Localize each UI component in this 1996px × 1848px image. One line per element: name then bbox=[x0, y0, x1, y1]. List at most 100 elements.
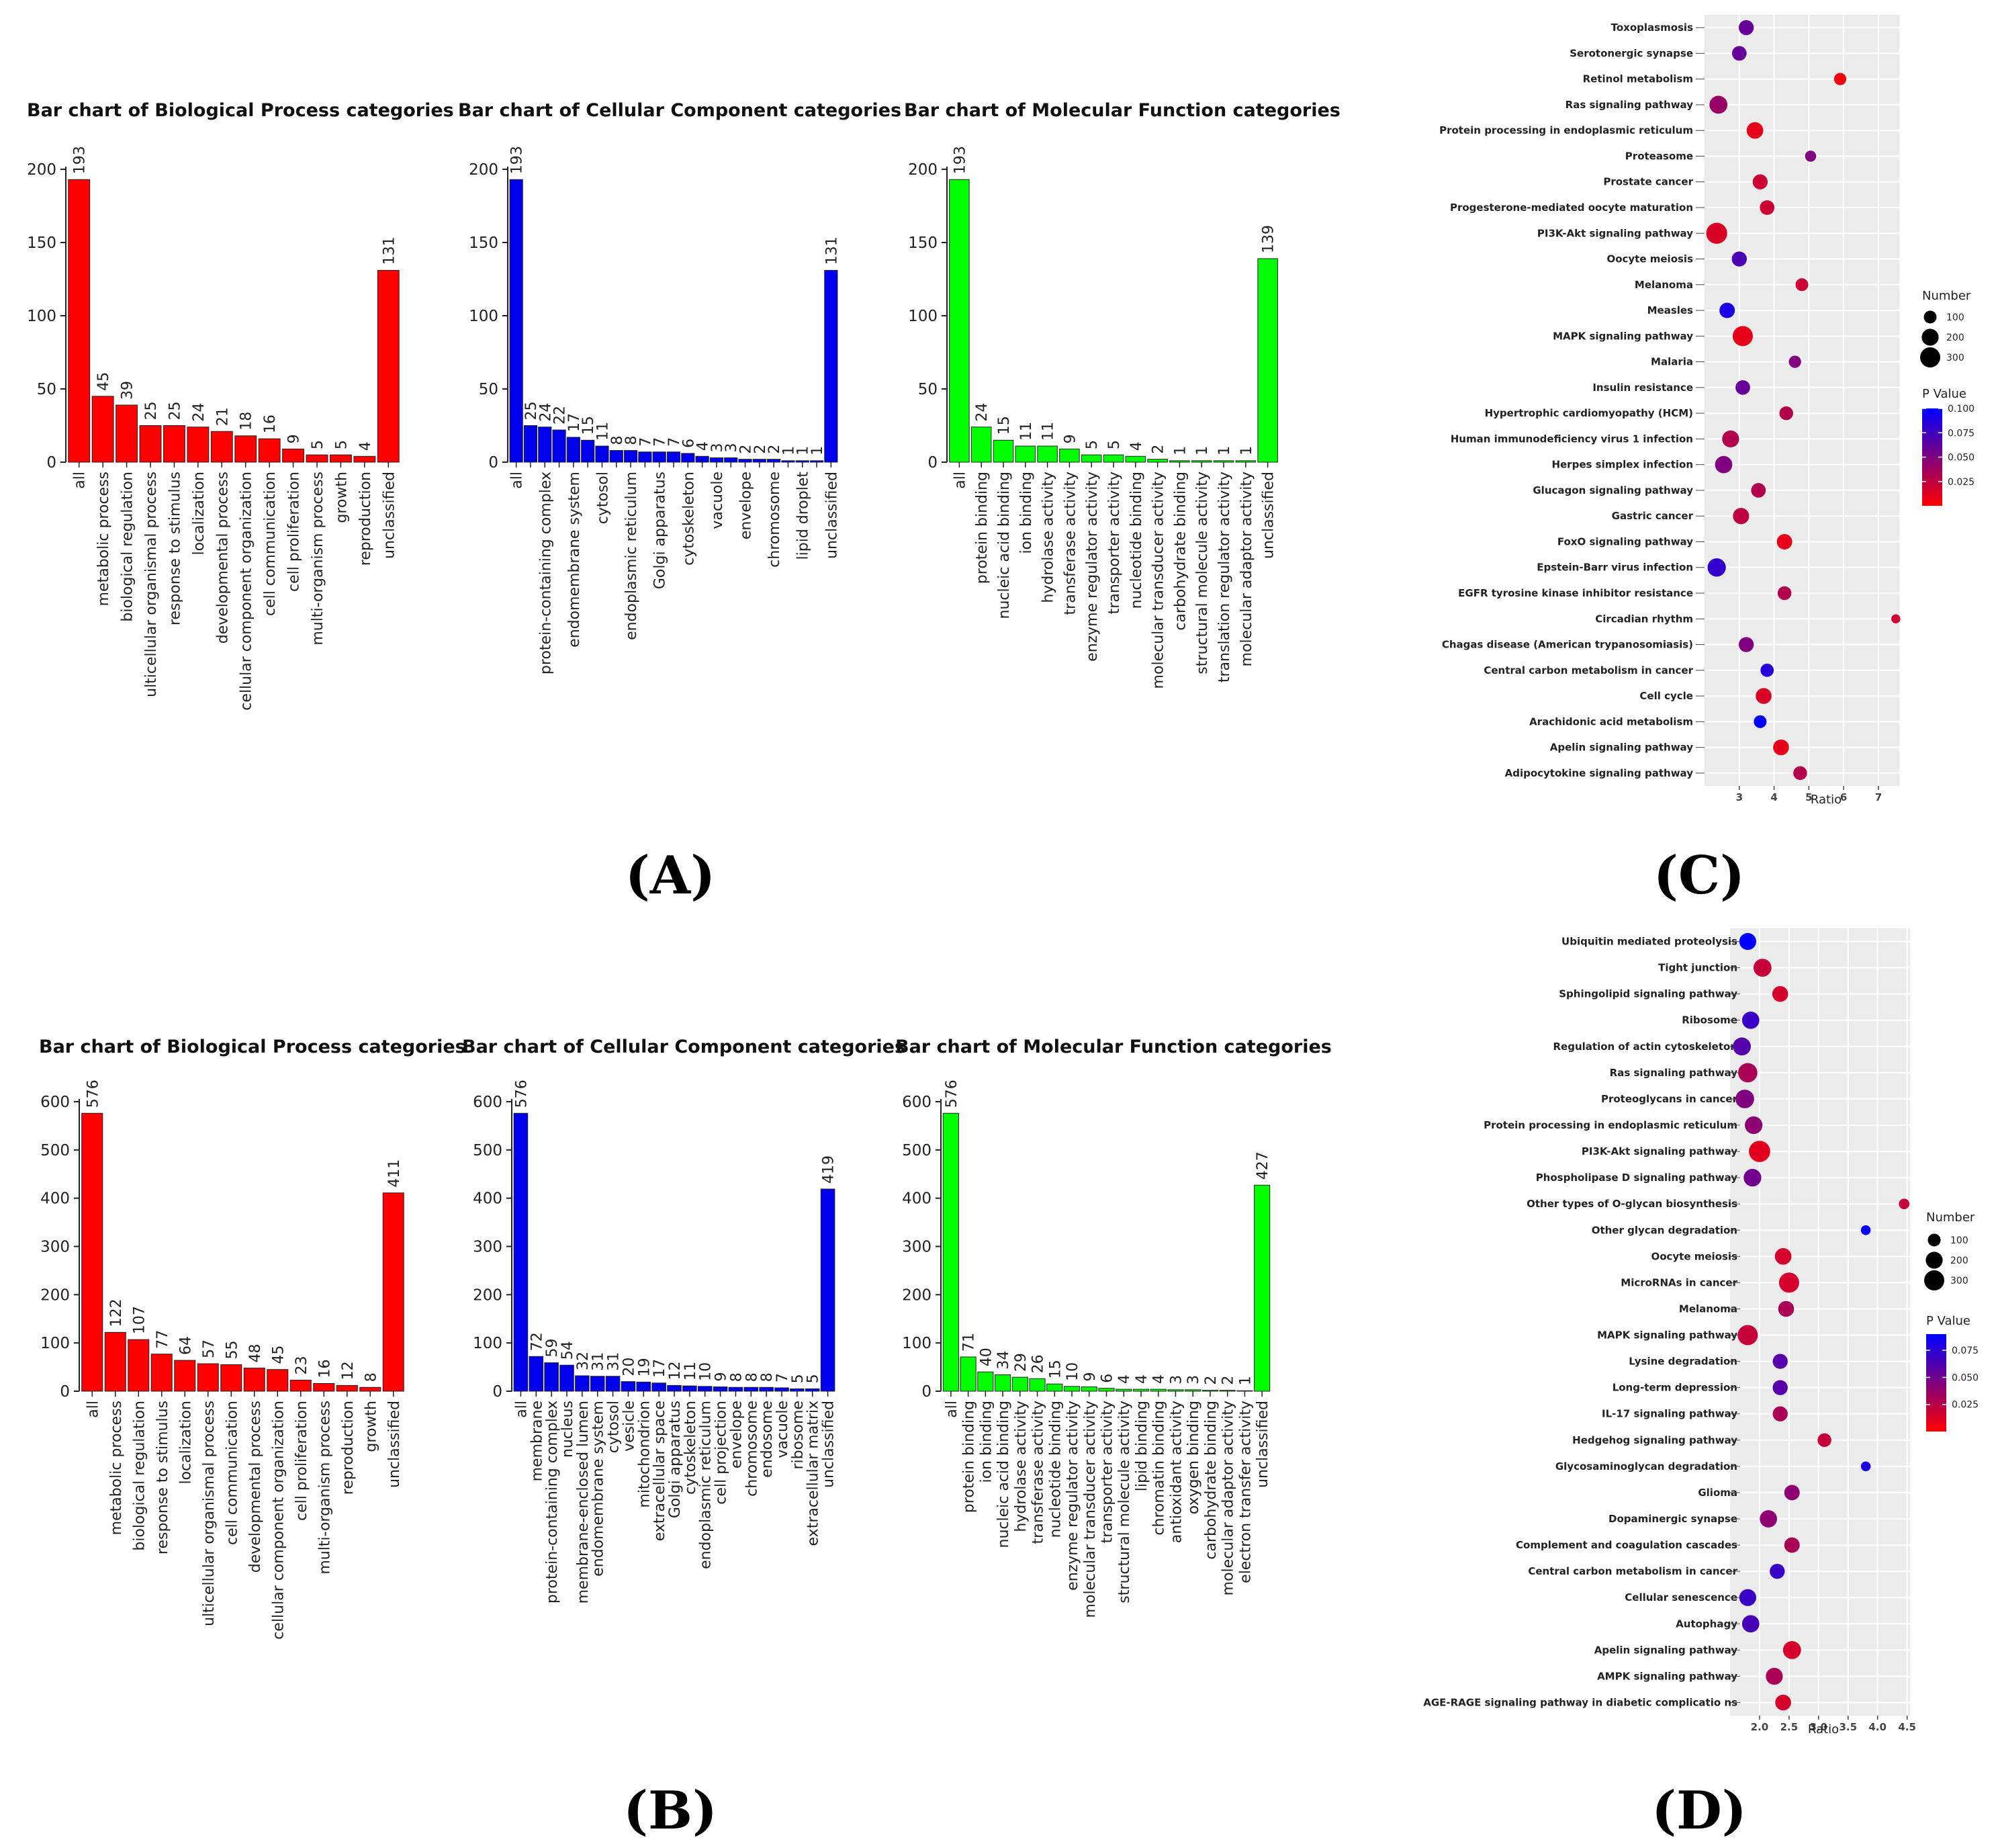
y-tick-label: 100 bbox=[908, 308, 938, 325]
category-label: unclassified bbox=[821, 1401, 837, 1488]
bar bbox=[942, 1112, 959, 1392]
category-label: extracellular matrix bbox=[805, 1401, 822, 1546]
term-label: Hedgehog signaling pathway bbox=[1572, 1434, 1737, 1446]
category-label: chromosome bbox=[743, 1401, 760, 1497]
category-label: carbohydrate binding bbox=[1203, 1401, 1220, 1560]
y-tick-label: 0 bbox=[488, 454, 498, 472]
bar bbox=[652, 451, 666, 463]
data-point bbox=[1739, 1589, 1756, 1606]
category-label: nucleotide binding bbox=[1047, 1401, 1064, 1538]
x-tick-label: 3.5 bbox=[1839, 1721, 1857, 1733]
bar bbox=[994, 1374, 1011, 1392]
bar-value-label: 71 bbox=[961, 1333, 978, 1352]
bar-value-label: 3 bbox=[1168, 1375, 1185, 1384]
bar-value-label: 12 bbox=[667, 1361, 684, 1380]
term-label: MAPK signaling pathway bbox=[1553, 330, 1693, 342]
bar bbox=[743, 1387, 759, 1392]
bar bbox=[790, 1388, 805, 1392]
bar bbox=[724, 457, 738, 463]
category-label: carbohydrate binding bbox=[1172, 472, 1189, 631]
panel-a-biological-process-chart: Bar chart of Biological Process categori… bbox=[27, 100, 454, 711]
data-point bbox=[1774, 1247, 1792, 1265]
bar-value-label: 9 bbox=[1062, 434, 1079, 443]
category-label: antioxidant activity bbox=[1168, 1401, 1185, 1543]
bar-value-label: 54 bbox=[559, 1341, 576, 1360]
bar-value-label: 1 bbox=[1216, 446, 1233, 455]
term-label: Sphingolipid signaling pathway bbox=[1559, 988, 1737, 1000]
y-tick-label: 600 bbox=[473, 1094, 502, 1111]
bar-value-label: 23 bbox=[293, 1356, 310, 1374]
bar bbox=[682, 1385, 697, 1392]
bar bbox=[382, 1192, 404, 1392]
term-label: Long-term depression bbox=[1613, 1382, 1737, 1394]
bar-value-label: 2 bbox=[738, 445, 755, 454]
bar bbox=[258, 438, 281, 463]
y-tick-label: 600 bbox=[902, 1094, 932, 1111]
term-label: Ras signaling pathway bbox=[1566, 99, 1694, 111]
category-label: cytosol bbox=[594, 472, 611, 524]
category-label: unclassified bbox=[1261, 472, 1277, 559]
chart-title: Bar chart of Biological Process categori… bbox=[27, 100, 454, 121]
data-point bbox=[1766, 1667, 1783, 1685]
term-label: Ras signaling pathway bbox=[1610, 1067, 1738, 1079]
bar-value-label: 16 bbox=[262, 414, 279, 433]
data-point bbox=[1772, 1380, 1788, 1395]
category-label: molecular transducer activity bbox=[1082, 1401, 1099, 1618]
y-tick-label: 200 bbox=[908, 161, 938, 179]
bar-value-label: 1 bbox=[1194, 446, 1211, 455]
bar bbox=[820, 1188, 835, 1392]
bar bbox=[609, 450, 623, 463]
bar bbox=[1029, 1378, 1046, 1392]
bar bbox=[1150, 1389, 1167, 1392]
color-legend-label: 0.025 bbox=[1948, 477, 1975, 488]
bar bbox=[638, 451, 652, 463]
bar bbox=[128, 1339, 150, 1392]
bar-value-label: 45 bbox=[95, 372, 112, 391]
category-label: cell projection bbox=[713, 1401, 730, 1505]
bar bbox=[774, 1387, 789, 1392]
bar-value-label: 17 bbox=[566, 413, 583, 432]
x-tick-label: 2.5 bbox=[1780, 1721, 1799, 1733]
category-label: ulticellular organismal process bbox=[201, 1401, 218, 1626]
bar bbox=[336, 1384, 358, 1392]
category-label: unclassified bbox=[823, 472, 840, 559]
bar bbox=[767, 459, 781, 463]
data-point bbox=[1738, 637, 1754, 652]
bar-value-label: 21 bbox=[214, 407, 231, 426]
bar bbox=[220, 1364, 242, 1392]
data-point bbox=[1756, 688, 1772, 704]
term-label: Melanoma bbox=[1635, 279, 1693, 291]
bar bbox=[1081, 454, 1102, 463]
bar-value-label: 2 bbox=[1220, 1376, 1237, 1385]
size-legend-dot bbox=[1921, 328, 1939, 346]
chart-title: Bar chart of Biological Process categori… bbox=[39, 1037, 466, 1057]
y-tick-label: 0 bbox=[60, 1383, 70, 1401]
bar bbox=[163, 425, 185, 463]
bar-value-label: 2 bbox=[766, 445, 783, 454]
bar-value-label: 122 bbox=[108, 1299, 125, 1327]
data-point bbox=[1738, 19, 1754, 36]
bar bbox=[590, 1376, 605, 1392]
bar bbox=[713, 1387, 728, 1392]
bar-value-label: 9 bbox=[713, 1372, 730, 1382]
bar bbox=[575, 1375, 590, 1392]
term-label: Human immunodeficiency virus 1 infection bbox=[1451, 433, 1693, 445]
panel-c-kegg-dot-plot: 3 4 5 6 7 Ratio Toxoplasmosis Serotonergic syna… bbox=[1439, 15, 1975, 807]
term-label: Phospholipase D signaling pathway bbox=[1536, 1172, 1738, 1184]
bar bbox=[104, 1331, 126, 1392]
bar-value-label: 77 bbox=[154, 1330, 171, 1349]
category-label: biological regulation bbox=[120, 472, 136, 622]
category-label: cytosol bbox=[606, 1401, 623, 1453]
size-legend-dot bbox=[1927, 1233, 1941, 1247]
bar-value-label: 20 bbox=[621, 1358, 637, 1376]
bar-value-label: 107 bbox=[131, 1306, 148, 1334]
term-label: Ribosome bbox=[1682, 1014, 1737, 1026]
bar bbox=[1063, 1386, 1081, 1392]
category-label: cytoskeleton bbox=[680, 472, 697, 566]
size-legend-label: 200 bbox=[1950, 1256, 1968, 1266]
bar-value-label: 5 bbox=[310, 440, 326, 449]
bar-value-label: 4 bbox=[1134, 1374, 1150, 1384]
bar bbox=[1015, 445, 1036, 463]
bar-value-label: 1 bbox=[1238, 446, 1255, 455]
bar bbox=[651, 1382, 666, 1392]
